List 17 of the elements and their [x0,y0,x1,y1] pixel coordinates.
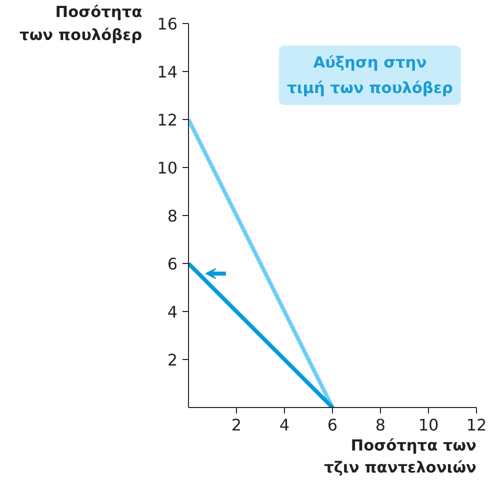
x-tick-label: 2 [231,416,242,434]
x-tick-label: 4 [279,416,290,434]
x-tick-label: 6 [327,416,338,434]
x-tick-label: 10 [418,416,439,434]
y-tick-label: 14 [157,62,178,82]
y-tick-label: 12 [157,110,178,130]
y-tick-label: 2 [167,350,178,370]
y-tick-label: 10 [157,158,178,178]
annotation: Αύξηση στην τιμή των πουλόβερ [287,54,453,97]
y-tick-label: 8 [167,206,178,226]
y-axis-title: Ποσότητα των πουλόβερ [20,2,142,44]
y-tick-label: 4 [167,302,178,322]
y-tick-label: 6 [167,254,178,274]
x-tick-label: 12 [466,416,487,434]
y-tick-label: 16 [157,14,178,34]
x-axis-title: Ποσότητα των τζιν παντελονιών [324,436,477,476]
x-tick-label: 8 [375,416,386,434]
